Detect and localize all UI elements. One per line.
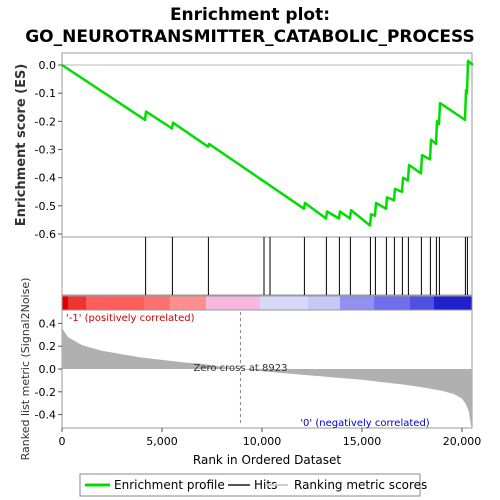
es-panel: 0.0 -0.1 -0.2 -0.3 -0.4 -0.5 -0.6 Enrichment s…	[14, 52, 474, 241]
chart-title-line2: GO_NEUROTRANSMITTER_CATABOLIC_PROCESS	[25, 27, 475, 47]
heatmap-segment	[170, 296, 206, 310]
x-tick-label: 5,000	[146, 435, 178, 448]
heatmap-segment	[62, 296, 68, 310]
negative-correlation-label: '0' (negatively correlated)	[300, 418, 429, 429]
heatmap-segment	[434, 296, 472, 310]
x-tick-label: 0	[59, 435, 66, 448]
heatmap-segment	[340, 296, 374, 310]
legend: Enrichment profile Hits Ranking metric s…	[79, 473, 427, 497]
hits-panel-frame	[61, 236, 473, 296]
x-tick-label: 15,000	[343, 435, 382, 448]
es-y-axis-label: Enrichment score (ES)	[14, 64, 29, 227]
hits-panel	[61, 236, 473, 296]
heatmap-segment	[144, 296, 170, 310]
metric-ytick-label: 0.2	[39, 340, 57, 353]
x-tick-label: 10,000	[243, 435, 282, 448]
heatmap-segment	[410, 296, 434, 310]
heatmap-segment	[308, 296, 340, 310]
es-profile-line	[61, 59, 474, 227]
es-panel-frame	[61, 52, 473, 238]
chart-title-line1: Enrichment plot:	[170, 5, 330, 25]
heatmap-segment	[68, 296, 86, 310]
metric-ytick-label: 0.4	[39, 317, 57, 330]
es-ytick-label: -0.4	[35, 172, 56, 185]
heatmap-segment	[374, 296, 410, 310]
ranking-heatmap-bar	[61, 295, 473, 311]
zero-cross-label: Zero cross at 8923	[193, 363, 287, 374]
metric-ytick-label: -0.2	[35, 386, 56, 399]
x-axis-label: Rank in Ordered Dataset	[193, 453, 341, 467]
heatmap-segment	[260, 296, 308, 310]
legend-label-ranking: Ranking metric scores	[294, 478, 427, 492]
es-ytick-label: -0.1	[35, 87, 56, 100]
es-ytick-label: -0.5	[35, 200, 56, 213]
heatmap-segment	[206, 296, 260, 310]
x-tick-label: 20,000	[443, 435, 482, 448]
legend-label-hits: Hits	[254, 478, 277, 492]
es-ytick-label: -0.6	[35, 228, 56, 241]
metric-y-axis-label: Ranked list metric (Signal2Noise)	[19, 278, 32, 461]
metric-panel: 0.4 0.2 0.0 -0.2 -0.4 Zero cross at 8923 '-1…	[19, 278, 481, 467]
metric-area	[62, 328, 472, 429]
es-ytick-label: 0.0	[39, 59, 57, 72]
legend-label-enrichment: Enrichment profile	[114, 478, 225, 492]
metric-ytick-label: 0.0	[39, 363, 57, 376]
es-ytick-label: -0.3	[35, 144, 56, 157]
es-ytick-label: -0.2	[35, 115, 56, 128]
positive-correlation-label: '-1' (positively correlated)	[66, 313, 195, 324]
metric-ytick-label: -0.4	[35, 409, 56, 422]
heatmap-segment	[86, 296, 144, 310]
